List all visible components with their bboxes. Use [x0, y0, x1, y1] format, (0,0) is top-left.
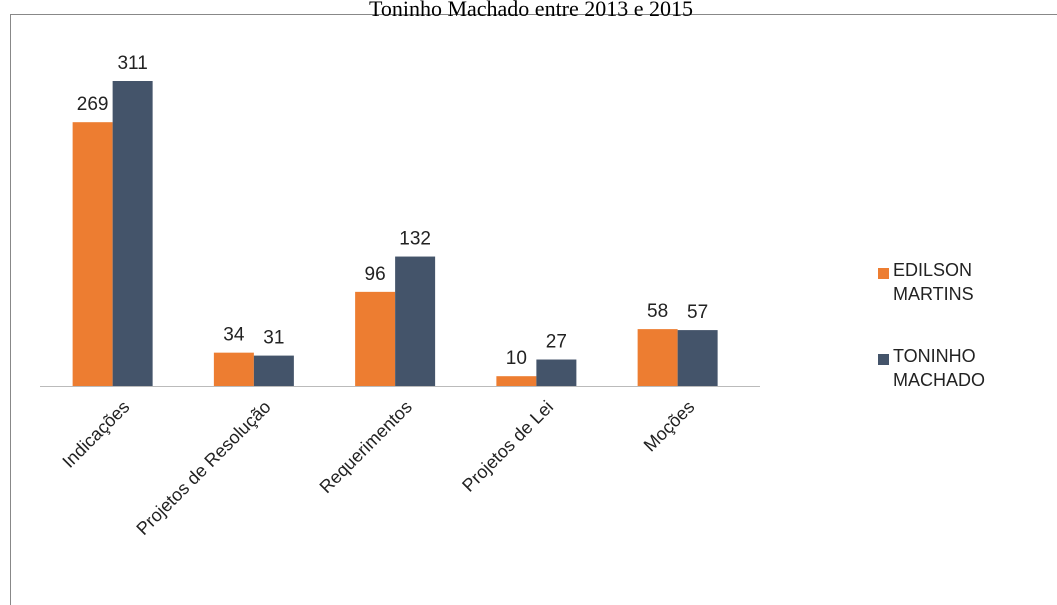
value-label: 27 [546, 332, 567, 353]
legend-label: TONINHO MACHADO [893, 346, 986, 390]
title-backdrop [300, 0, 760, 14]
value-label: 31 [263, 328, 284, 349]
x-tick-label: Projetos de Resolução [132, 397, 274, 539]
value-label: 10 [506, 348, 527, 369]
x-tick-label: Projetos de Lei [458, 397, 557, 496]
value-label: 311 [117, 53, 147, 74]
legend-swatch [878, 268, 889, 279]
x-tick-label: Moções [640, 397, 699, 456]
bar [536, 359, 577, 386]
bar [677, 330, 718, 386]
value-label: 132 [399, 229, 431, 250]
value-label: 58 [647, 301, 668, 322]
legend-swatch [878, 354, 889, 365]
value-label: 34 [223, 325, 245, 346]
bar [213, 352, 254, 386]
chart-title: Toninho Machado entre 2013 e 2015 [369, 0, 693, 21]
x-tick-label: Indicações [58, 397, 133, 472]
bar [253, 355, 294, 386]
value-label: 57 [687, 302, 708, 323]
bar [112, 81, 153, 386]
x-tick-label: Requerimentos [316, 397, 416, 497]
bar [637, 329, 678, 386]
legend-label: EDILSON MARTINS [893, 260, 974, 304]
value-label: 96 [365, 264, 386, 285]
value-label: 269 [77, 94, 109, 115]
bar [72, 122, 113, 387]
bar [496, 376, 537, 386]
bar [395, 256, 436, 386]
bar [355, 291, 396, 386]
